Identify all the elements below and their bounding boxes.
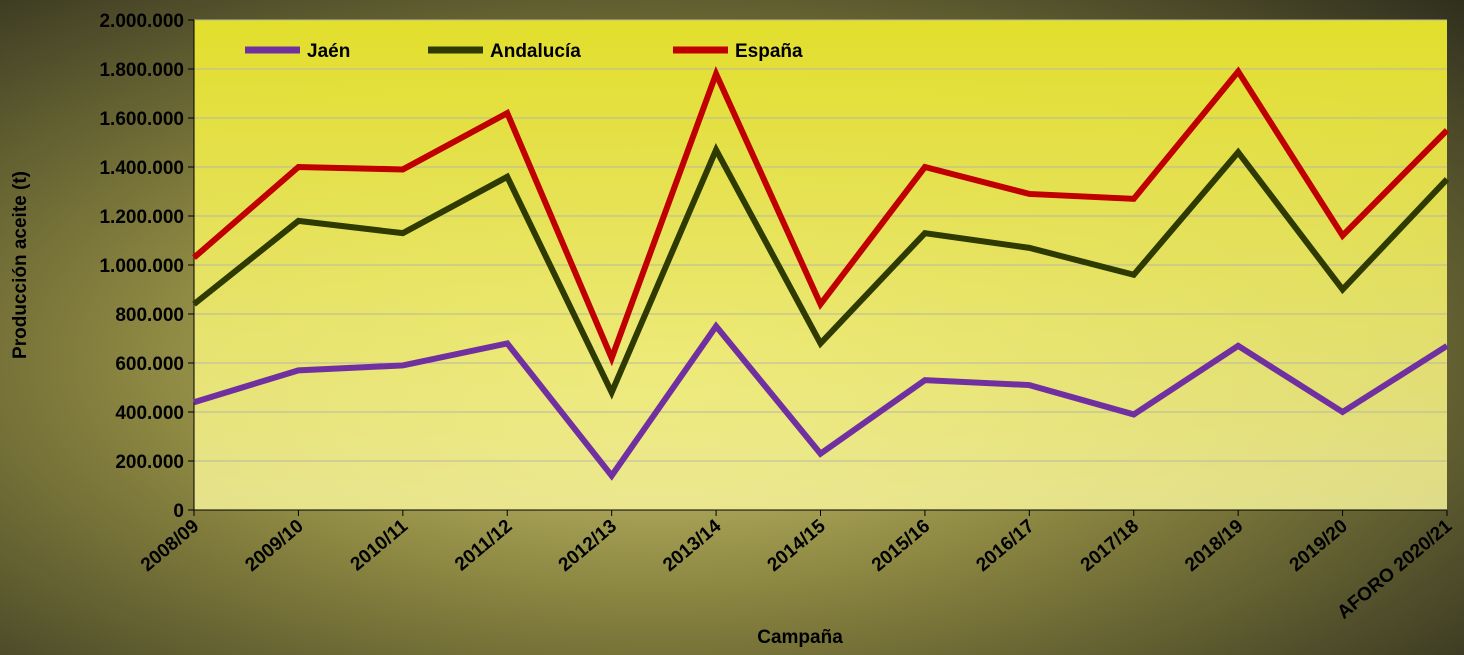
y-tick-label: 1.200.000 xyxy=(99,207,184,228)
legend-label: España xyxy=(735,41,803,62)
y-tick-label: 1.600.000 xyxy=(99,109,184,130)
y-tick-label: 800.000 xyxy=(115,305,184,326)
y-tick-label: 1.000.000 xyxy=(99,256,184,277)
y-axis-title: Producción aceite (t) xyxy=(10,171,31,359)
series-line xyxy=(192,142,1450,400)
y-tick-label: 400.000 xyxy=(115,403,184,424)
y-tick-label: 200.000 xyxy=(115,452,184,473)
legend-label: Andalucía xyxy=(490,41,581,62)
y-tick-label: 2.000.000 xyxy=(99,11,184,32)
y-tick-label: 600.000 xyxy=(115,354,184,375)
y-tick-label: 1.400.000 xyxy=(99,158,184,179)
x-axis-title: Campaña xyxy=(757,627,843,648)
series-line xyxy=(192,65,1450,367)
y-tick-label: 1.800.000 xyxy=(99,60,184,81)
legend-label: Jaén xyxy=(307,41,350,62)
y-tick-label: 0 xyxy=(173,501,184,522)
series-line xyxy=(193,321,1449,481)
